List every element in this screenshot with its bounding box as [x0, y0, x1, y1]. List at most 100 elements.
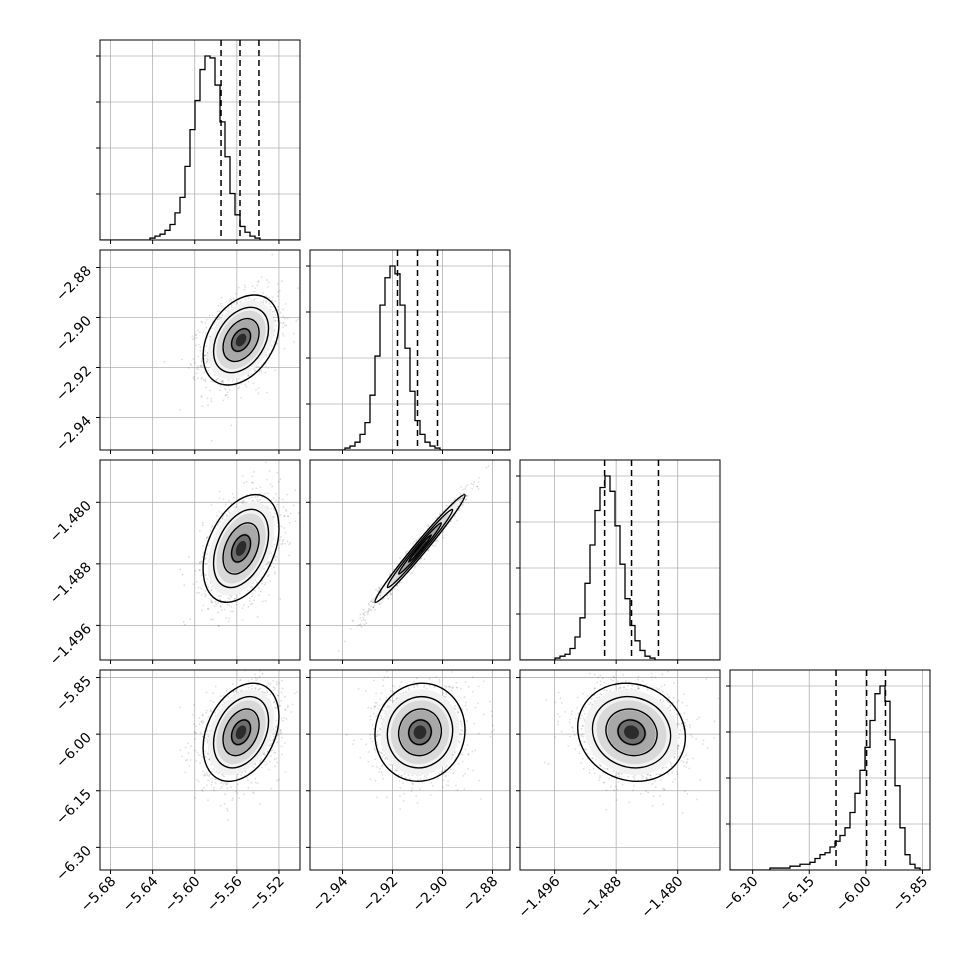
- scatter-point: [373, 597, 376, 600]
- density-level: [235, 333, 247, 347]
- scatter-point: [210, 783, 213, 786]
- scatter-point: [192, 583, 195, 586]
- scatter-point: [462, 488, 464, 491]
- histogram-step: [100, 55, 300, 240]
- scatter-point: [359, 617, 362, 620]
- scatter-point: [250, 685, 253, 687]
- scatter-point: [380, 584, 383, 587]
- scatter-point: [189, 363, 192, 365]
- scatter-point: [458, 498, 461, 501]
- scatter-point: [367, 609, 370, 612]
- scatter-point: [257, 500, 259, 503]
- scatter-point: [232, 690, 235, 693]
- scatter-point: [180, 755, 183, 758]
- scatter-point: [251, 488, 254, 490]
- scatter-point: [278, 497, 280, 499]
- scatter-point: [395, 584, 398, 587]
- scatter-point: [189, 759, 192, 761]
- scatter-point: [267, 575, 269, 577]
- scatter-point: [364, 611, 367, 613]
- scatter-point: [279, 598, 282, 600]
- scatter-point: [258, 688, 261, 691]
- scatter-point: [263, 583, 266, 586]
- scatter-point: [259, 590, 262, 593]
- scatter-point: [227, 620, 230, 623]
- scatter-point: [196, 592, 198, 594]
- scatter-point: [356, 624, 359, 627]
- scatter-point: [203, 593, 206, 595]
- scatter-point: [362, 618, 365, 621]
- scatter-point: [221, 517, 224, 520]
- scatter-point: [248, 597, 251, 600]
- scatter-point: [289, 542, 292, 544]
- scatter-point: [274, 314, 277, 316]
- scatter-point: [267, 561, 270, 563]
- scatter-point: [184, 771, 187, 774]
- scatter-point: [255, 581, 258, 584]
- density-contour: [408, 534, 432, 563]
- scatter-point: [432, 545, 435, 547]
- scatter-point: [277, 778, 280, 781]
- scatter-point: [293, 340, 295, 343]
- scatter-point: [237, 387, 240, 390]
- scatter-point: [283, 515, 286, 517]
- scatter-point: [199, 530, 201, 532]
- scatter-point: [211, 380, 214, 383]
- scatter-point: [378, 594, 381, 597]
- scatter-point: [225, 393, 228, 396]
- density-contour: [202, 294, 280, 386]
- scatter-point: [309, 456, 311, 458]
- scatter-point: [256, 498, 258, 501]
- scatter-point: [461, 497, 464, 500]
- scatter-point: [272, 497, 275, 500]
- scatter-point: [274, 492, 277, 495]
- scatter-point: [281, 542, 284, 545]
- scatter-point: [247, 786, 250, 789]
- scatter-point: [462, 501, 465, 504]
- scatter-point: [218, 318, 221, 321]
- scatter-point: [258, 365, 260, 368]
- scatter-point: [241, 500, 244, 503]
- scatter-point: [194, 569, 197, 572]
- scatter-point: [206, 536, 209, 538]
- scatter-point: [254, 287, 257, 289]
- scatter-point: [192, 714, 194, 716]
- scatter-point: [236, 603, 238, 606]
- scatter-point: [196, 367, 198, 370]
- scatter-point: [277, 305, 280, 308]
- scatter-point: [419, 558, 422, 561]
- scatter-point: [278, 547, 281, 549]
- scatter-point: [285, 324, 288, 327]
- scatter-point: [257, 594, 260, 597]
- scatter-point: [370, 600, 373, 602]
- scatter-point: [210, 599, 213, 602]
- scatter-point: [369, 600, 372, 603]
- scatter-point: [238, 592, 241, 595]
- scatter-point: [204, 350, 207, 352]
- scatter-point: [461, 496, 464, 499]
- panel-content: [310, 250, 510, 450]
- scatter-point: [191, 338, 194, 341]
- scatter-point: [225, 617, 228, 619]
- scatter-point: [243, 481, 246, 484]
- scatter-point: [259, 486, 262, 489]
- scatter-point: [230, 605, 233, 608]
- scatter-point: [462, 492, 465, 495]
- scatter-point: [280, 700, 283, 702]
- scatter-point: [284, 531, 287, 534]
- scatter-point: [262, 301, 265, 304]
- scatter-point: [267, 593, 270, 596]
- scatter-point: [275, 499, 278, 502]
- scatter-point: [477, 488, 480, 490]
- scatter-point: [465, 494, 468, 497]
- panel-content: [730, 670, 930, 870]
- scatter-point: [222, 379, 224, 382]
- scatter-point: [265, 295, 268, 298]
- scatter-point: [297, 287, 299, 290]
- scatter-point: [281, 332, 284, 335]
- scatter-point: [200, 587, 203, 590]
- scatter-point: [459, 497, 462, 500]
- scatter-point: [374, 608, 377, 611]
- scatter-point: [254, 369, 257, 372]
